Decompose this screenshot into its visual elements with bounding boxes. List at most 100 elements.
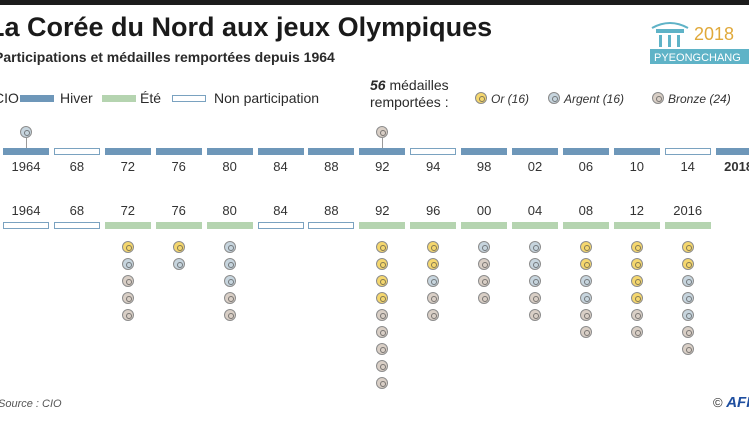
medal-count-line: 56 médailles: [370, 77, 449, 93]
year-label-00: 00: [476, 203, 492, 218]
bronze-medal-icon: [681, 343, 694, 355]
silver-medal-icon: [529, 258, 541, 270]
credit-symbol: ©: [713, 395, 723, 410]
year-label-92: 92: [375, 203, 390, 218]
legend-none-swatch: [172, 95, 206, 102]
bronze-medal-icon: [376, 326, 389, 338]
silver-medal-icon: [20, 126, 32, 138]
year-label-72: 72: [120, 203, 136, 218]
bronze-medal-icon: [478, 275, 491, 287]
medal-count-text2: remportées :: [370, 94, 449, 110]
participation-bar-92: [359, 148, 406, 155]
year-label-04: 04: [527, 203, 543, 218]
silver-medal-icon: [223, 275, 236, 287]
year-label-88: 88: [324, 203, 339, 218]
silver-medal-icon: [579, 292, 592, 304]
legend-winter-swatch: [20, 95, 54, 102]
participation-bar-14: [664, 148, 711, 155]
bronze-medal-icon: [652, 92, 664, 104]
participation-bar-88: [308, 148, 355, 155]
year-label-2016: 2016: [673, 203, 703, 218]
gold-medal-icon: [630, 241, 643, 253]
silver-medal-icon: [121, 258, 134, 270]
silver-medal-icon: [681, 275, 694, 287]
year-label-80: 80: [222, 203, 237, 218]
bronze-medal-icon: [630, 326, 643, 338]
participation-bar-76: [155, 148, 202, 155]
medal-stem: [26, 138, 27, 148]
silver-medal-icon: [478, 241, 491, 253]
year-label-94: 94: [425, 159, 441, 174]
year-label-88: 88: [324, 159, 339, 174]
bronze-medal-icon: [376, 126, 389, 138]
participation-bar-68: [53, 222, 100, 229]
participation-bar-80: [206, 222, 253, 229]
participation-bar-92: [359, 222, 406, 229]
source-note: Source : CIO: [0, 398, 62, 410]
participation-bar-12: [613, 222, 660, 229]
bronze-medal-icon: [376, 377, 389, 389]
legend-silver: Argent (16): [564, 92, 625, 106]
bronze-medal-icon: [529, 292, 541, 304]
silver-medal-icon: [681, 309, 694, 321]
bronze-medal-icon: [376, 343, 389, 355]
gold-medal-icon: [427, 241, 440, 253]
pyeongchang-logo: 2018 PYEONGCHANG: [650, 22, 749, 64]
medal-stem: [382, 138, 384, 148]
participation-bar-80: [206, 148, 253, 155]
participation-bar-1964: [3, 222, 49, 229]
bronze-medal-icon: [630, 309, 643, 321]
participation-bar-10: [613, 148, 660, 155]
silver-medal-icon: [529, 275, 541, 287]
year-label-76: 76: [171, 203, 186, 218]
year-label-68: 68: [69, 203, 85, 218]
gold-medal-icon: [172, 241, 185, 253]
gold-medal-icon: [630, 275, 643, 287]
participation-bar-88: [308, 222, 355, 229]
year-label-80: 80: [222, 159, 237, 174]
participation-bar-96: [410, 222, 457, 229]
year-label-02: 02: [527, 159, 543, 174]
year-label-96: 96: [425, 203, 441, 218]
participation-bar-72: [104, 222, 151, 229]
silver-medal-icon: [172, 258, 185, 270]
legend-gold: Or (16): [491, 92, 530, 106]
participation-bar-08: [562, 222, 609, 229]
legend-summer-swatch: [102, 95, 136, 102]
year-label-84: 84: [273, 159, 288, 174]
participation-bar-2016: [664, 222, 711, 229]
participation-bar-94: [410, 148, 457, 155]
silver-medal-icon: [529, 241, 541, 253]
year-label-98: 98: [476, 159, 492, 174]
bronze-medal-icon: [427, 292, 440, 304]
gold-medal-icon: [427, 258, 440, 270]
chart-subtitle: Participations et médailles remportées d…: [0, 49, 335, 65]
legend-bronze: Bronze (24): [668, 92, 731, 106]
year-label-06: 06: [578, 159, 594, 174]
year-label-68: 68: [69, 159, 85, 174]
participation-bar-02: [512, 148, 558, 155]
year-label-1964: 1964: [11, 203, 41, 218]
chart-title: La Corée du Nord aux jeux Olympiques: [0, 12, 493, 42]
gold-medal-icon: [579, 258, 592, 270]
bronze-medal-icon: [223, 292, 236, 304]
participation-bar-84: [257, 222, 304, 229]
silver-medal-icon: [223, 258, 236, 270]
bronze-medal-icon: [376, 360, 389, 372]
gold-medal-icon: [681, 258, 694, 270]
participation-bar-1964: [3, 148, 49, 155]
silver-medal-icon: [223, 241, 236, 253]
year-label-1964: 1964: [11, 159, 41, 174]
legend-summer: Été: [140, 90, 162, 106]
legend-cio: CIO: [0, 90, 19, 106]
logo-name: PYEONGCHANG: [654, 52, 741, 64]
participation-bar-68: [53, 148, 100, 155]
gold-medal-icon: [681, 241, 694, 253]
year-label-2018: 2018: [724, 159, 749, 174]
year-label-14: 14: [680, 159, 695, 174]
participation-bar-00: [461, 222, 508, 229]
year-label-12: 12: [629, 203, 645, 218]
year-label-72: 72: [120, 159, 136, 174]
afp-logo: AFP: [726, 394, 749, 411]
silver-medal-icon: [681, 292, 694, 304]
